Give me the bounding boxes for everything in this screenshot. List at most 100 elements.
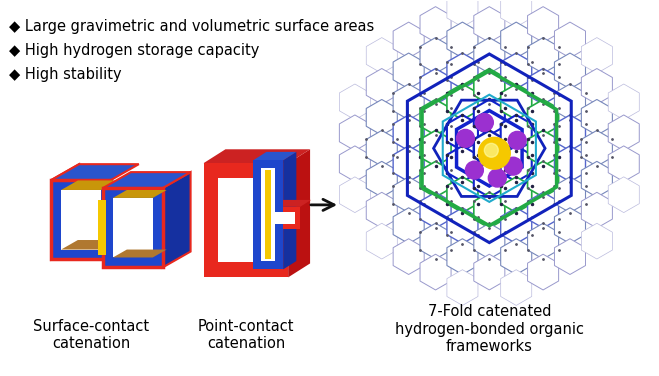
Text: Surface-contact
catenation: Surface-contact catenation <box>33 319 149 352</box>
Circle shape <box>457 129 474 147</box>
Polygon shape <box>608 177 639 212</box>
Polygon shape <box>447 0 478 27</box>
Polygon shape <box>113 198 153 258</box>
Circle shape <box>465 161 483 179</box>
Polygon shape <box>113 190 167 198</box>
Polygon shape <box>339 146 370 182</box>
Polygon shape <box>253 160 283 269</box>
Polygon shape <box>420 192 451 228</box>
Text: 7-Fold catenated
hydrogen-bonded organic
frameworks: 7-Fold catenated hydrogen-bonded organic… <box>395 304 584 354</box>
Polygon shape <box>608 146 639 182</box>
Polygon shape <box>528 68 559 104</box>
Polygon shape <box>474 68 505 104</box>
Polygon shape <box>393 84 424 120</box>
Polygon shape <box>366 130 397 166</box>
Polygon shape <box>581 38 612 73</box>
Polygon shape <box>339 115 370 151</box>
Polygon shape <box>554 84 585 120</box>
Polygon shape <box>266 170 272 259</box>
Polygon shape <box>393 146 424 182</box>
Polygon shape <box>98 200 106 256</box>
Polygon shape <box>204 163 288 277</box>
Polygon shape <box>61 180 118 190</box>
Polygon shape <box>501 270 532 305</box>
Polygon shape <box>501 177 532 212</box>
Polygon shape <box>581 130 612 166</box>
Polygon shape <box>366 100 397 135</box>
Polygon shape <box>61 240 118 250</box>
Polygon shape <box>51 164 139 180</box>
Polygon shape <box>501 53 532 89</box>
Polygon shape <box>528 38 559 73</box>
Polygon shape <box>447 239 478 274</box>
Polygon shape <box>474 161 505 197</box>
Polygon shape <box>501 146 532 182</box>
Polygon shape <box>420 130 451 166</box>
Polygon shape <box>273 212 295 224</box>
Polygon shape <box>474 223 505 259</box>
Polygon shape <box>366 223 397 259</box>
Polygon shape <box>163 172 190 267</box>
Polygon shape <box>393 115 424 151</box>
Polygon shape <box>501 0 532 27</box>
Polygon shape <box>447 146 478 182</box>
Polygon shape <box>501 208 532 244</box>
Polygon shape <box>474 130 505 166</box>
Polygon shape <box>420 223 451 259</box>
Polygon shape <box>528 130 559 166</box>
Polygon shape <box>474 7 505 42</box>
Polygon shape <box>528 223 559 259</box>
Polygon shape <box>103 188 163 267</box>
Polygon shape <box>366 161 397 197</box>
Text: ◆ High hydrogen storage capacity: ◆ High hydrogen storage capacity <box>9 43 260 58</box>
Polygon shape <box>581 161 612 197</box>
Polygon shape <box>420 100 451 135</box>
Polygon shape <box>474 38 505 73</box>
Polygon shape <box>474 100 505 135</box>
Circle shape <box>508 132 526 149</box>
Polygon shape <box>339 84 370 120</box>
Polygon shape <box>554 146 585 182</box>
Polygon shape <box>554 208 585 244</box>
Polygon shape <box>608 115 639 151</box>
Polygon shape <box>447 22 478 58</box>
Polygon shape <box>608 84 639 120</box>
Polygon shape <box>420 254 451 290</box>
Polygon shape <box>554 177 585 212</box>
Polygon shape <box>501 22 532 58</box>
Polygon shape <box>501 239 532 274</box>
Polygon shape <box>528 100 559 135</box>
Polygon shape <box>61 190 101 250</box>
Polygon shape <box>103 172 190 188</box>
Polygon shape <box>554 22 585 58</box>
Polygon shape <box>393 208 424 244</box>
Polygon shape <box>420 68 451 104</box>
Text: ◆ Large gravimetric and volumetric surface areas: ◆ Large gravimetric and volumetric surfa… <box>9 19 374 34</box>
Polygon shape <box>528 192 559 228</box>
Circle shape <box>504 157 522 175</box>
Polygon shape <box>528 254 559 290</box>
Polygon shape <box>554 115 585 151</box>
Polygon shape <box>581 223 612 259</box>
Polygon shape <box>474 254 505 290</box>
Circle shape <box>478 137 510 169</box>
Polygon shape <box>554 53 585 89</box>
Polygon shape <box>113 250 167 258</box>
Polygon shape <box>339 177 370 212</box>
Polygon shape <box>447 115 478 151</box>
Polygon shape <box>393 239 424 274</box>
Polygon shape <box>268 207 300 229</box>
Polygon shape <box>581 68 612 104</box>
Polygon shape <box>447 177 478 212</box>
Polygon shape <box>420 7 451 42</box>
Polygon shape <box>51 180 111 259</box>
Polygon shape <box>501 115 532 151</box>
Polygon shape <box>528 161 559 197</box>
Polygon shape <box>288 149 310 277</box>
Polygon shape <box>393 177 424 212</box>
Polygon shape <box>51 164 79 259</box>
Polygon shape <box>261 168 275 261</box>
Polygon shape <box>393 53 424 89</box>
Polygon shape <box>447 53 478 89</box>
Circle shape <box>475 114 494 132</box>
